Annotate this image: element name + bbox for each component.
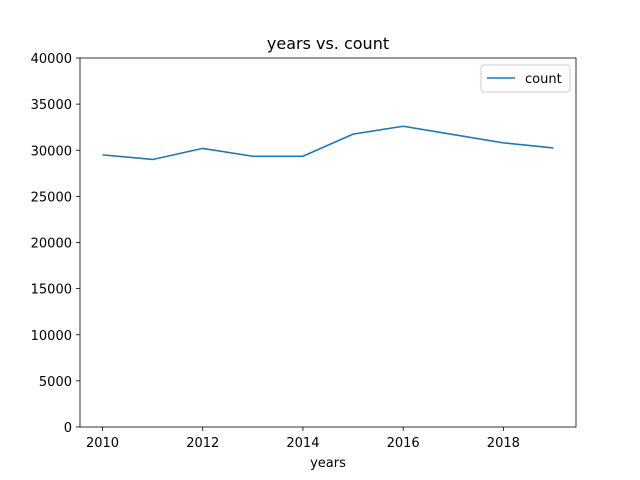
legend-box	[480, 64, 571, 93]
y-tick-label: 10000	[31, 329, 72, 344]
y-tick-label: 25000	[31, 190, 72, 205]
y-tick-label: 35000	[31, 98, 72, 113]
legend-label: count	[525, 72, 562, 87]
chart-title: years vs. count	[267, 34, 389, 53]
series-line-0	[102, 125, 554, 161]
x-tick-label: 2016	[387, 436, 420, 451]
y-tick-label: 30000	[31, 144, 72, 159]
plot-area: 2010 2012 2014 2016 2018 0 5000 10000 15000 20000…	[31, 52, 577, 451]
y-tick-label: 0	[64, 421, 72, 436]
x-tick-label: 2010	[86, 436, 119, 451]
y-tick-label: 40000	[31, 52, 72, 67]
axes-frame	[79, 57, 577, 428]
x-tick-label: 2012	[186, 436, 219, 451]
x-tick-label: 2018	[487, 436, 520, 451]
y-tick-label: 5000	[39, 375, 72, 390]
y-tick-label: 20000	[31, 237, 72, 252]
x-axis-label: years	[310, 456, 346, 471]
y-tick-label: 15000	[31, 283, 72, 298]
x-tick-label: 2014	[286, 436, 319, 451]
